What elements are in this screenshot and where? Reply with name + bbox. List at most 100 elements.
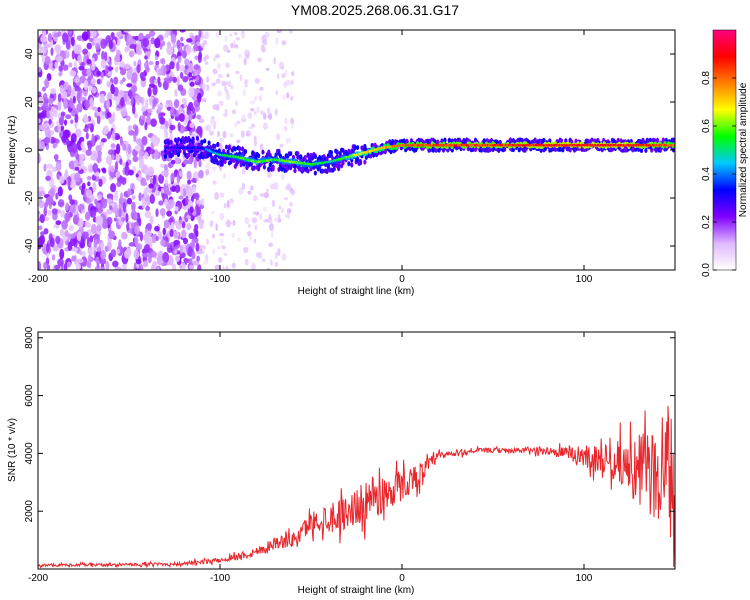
spectrogram-cell (52, 244, 59, 252)
spectrogram-cell (156, 255, 163, 266)
spectrogram-cell (192, 95, 198, 101)
spectrogram-cell (69, 203, 76, 214)
spectrogram-xtick-label: 100 (576, 274, 593, 285)
spectrogram-cell (154, 225, 160, 232)
spectrogram-cell (160, 66, 164, 76)
spectrogram-cell (39, 214, 45, 224)
spectrogram-cell (90, 223, 97, 235)
spectrogram-cell (164, 177, 168, 187)
spectrogram-cell (150, 250, 157, 258)
spectrogram-cell (223, 159, 227, 165)
spectrogram-cell (160, 239, 166, 247)
spectrogram-cell (55, 161, 62, 172)
spectrogram-cell (256, 153, 261, 159)
spectrogram-cell (43, 163, 47, 172)
spectrogram-cell (220, 237, 224, 244)
spectrogram-cell (38, 186, 45, 192)
colorbar-bar (712, 29, 737, 271)
spectrogram-cell (139, 143, 145, 152)
spectrogram-cell (225, 93, 231, 101)
spectrogram-cell (101, 50, 105, 61)
spectrogram-cell (81, 250, 87, 257)
spectrogram-cell (76, 231, 82, 242)
spectrogram-cell (47, 209, 52, 216)
spectrogram-cell (46, 264, 51, 270)
spectrogram-cell (231, 232, 235, 238)
spectrogram-xtick-label: 0 (399, 274, 405, 285)
spectrogram-cell (181, 229, 186, 239)
spectrogram-cell (148, 61, 154, 66)
spectrogram-cell (268, 112, 273, 121)
spectrogram-cell (237, 53, 242, 59)
spectrogram-cell (275, 133, 281, 141)
spectrogram-cell (146, 230, 152, 237)
spectrogram-cell (116, 49, 121, 57)
spectrogram-cell (116, 181, 122, 188)
spectrogram-cell (204, 126, 208, 131)
spectrogram-cell (559, 138, 564, 144)
spectrogram-cell (149, 30, 156, 37)
spectrogram-cell (184, 58, 190, 66)
spectrogram-cell (174, 98, 180, 109)
spectrogram-cell (89, 97, 94, 107)
spectrogram-cell (265, 67, 270, 71)
spectrogram-cell (54, 44, 62, 53)
spectrogram-cell (147, 166, 155, 177)
spectrogram-cell (177, 55, 182, 63)
spectrogram-cell (98, 215, 104, 226)
spectrogram-cell (267, 167, 271, 173)
spectrogram-cell (214, 191, 219, 200)
spectrogram-cell (54, 153, 58, 162)
spectrogram-cell (39, 46, 46, 56)
spectrogram-cell (69, 97, 74, 109)
spectrogram-cell (43, 216, 50, 222)
spectrogram-cell (227, 144, 232, 150)
spectrogram-cell (106, 66, 114, 71)
spectrogram-cell (443, 137, 447, 143)
spectrogram-cell (96, 70, 101, 77)
spectrogram-cell (267, 171, 272, 178)
spectrogram-cell (115, 143, 121, 155)
spectrogram-cell (262, 122, 269, 130)
spectrogram-cell (221, 245, 226, 250)
spectrogram-cell (166, 242, 171, 248)
spectrogram-cell (234, 122, 238, 128)
spectrogram-cell (87, 254, 92, 264)
spectrogram-cell (132, 86, 136, 98)
spectrogram-cell (178, 219, 183, 224)
spectrogram-cell (105, 64, 109, 76)
spectrogram-cell (283, 125, 288, 132)
spectrogram-cell (68, 30, 73, 36)
spectrogram-cell (355, 145, 360, 151)
spectrogram-cell (209, 220, 214, 228)
spectrogram-cell (44, 55, 51, 65)
spectrogram-cell (261, 258, 266, 263)
spectrogram-cell (259, 94, 262, 102)
spectrogram-cell (267, 107, 271, 115)
spectrogram-cell (127, 169, 134, 176)
spectrogram-cell (186, 258, 190, 264)
spectrogram-cell (49, 187, 55, 198)
spectrogram-cell (205, 162, 211, 171)
spectrogram-cell (62, 64, 69, 71)
spectrogram-cell (129, 38, 137, 45)
spectrogram-cell (123, 249, 131, 259)
spectrogram-cell (134, 35, 140, 41)
spectrogram-cell (240, 130, 245, 138)
spectrogram-cell (119, 68, 127, 76)
spectrogram-cell (235, 100, 239, 107)
spectrogram-cell (100, 59, 106, 69)
spectrogram-cell (215, 223, 218, 231)
spectrogram-cell (408, 146, 412, 152)
spectrogram-cell (126, 69, 133, 81)
spectrogram-cell (91, 57, 95, 67)
spectrogram-cell (38, 225, 43, 231)
spectrogram-cell (173, 249, 178, 254)
spectrogram-cell (177, 84, 184, 92)
spectrogram-cell (125, 115, 131, 122)
spectrogram-cell (76, 258, 84, 264)
spectrogram-cell (133, 60, 137, 67)
spectrogram-cell (224, 108, 228, 115)
spectrogram-cell (262, 164, 267, 170)
spectrogram-cell (198, 169, 204, 179)
